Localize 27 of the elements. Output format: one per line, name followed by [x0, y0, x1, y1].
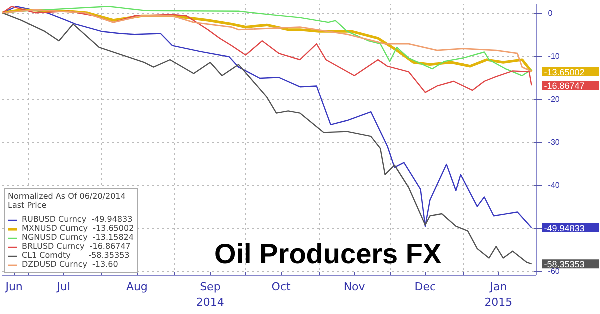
legend-title: Normalized As Of 06/20/2014 Last Price [8, 192, 127, 210]
y-tick-label: -20 [548, 95, 560, 104]
data-label: -58.35353 [544, 260, 585, 270]
x-tick-label: Dec [414, 280, 436, 294]
x-tick-label: Jun [4, 280, 23, 294]
x-tick-label: Nov [344, 280, 366, 294]
legend-label: NGNUSD Curncy -13.15824 [22, 233, 134, 242]
y-tick-label: -60 [548, 267, 560, 276]
legend-label: MXNUSD Curncy -13.65002 [22, 224, 134, 233]
x-tick-label: Jan 2015 [484, 280, 513, 310]
line-series [2, 6, 532, 94]
legend-label: DZDUSD Curncy -13.60 [22, 260, 118, 269]
x-tick-label: Sep 2014 [196, 280, 224, 310]
x-tick-label: Jul [56, 280, 71, 294]
data-label: -13.65002 [544, 67, 585, 78]
data-label: -49.94833 [544, 223, 585, 234]
data-label: -16.86747 [544, 81, 585, 92]
x-tick-label: Oct [272, 280, 292, 294]
y-tick-label: 0 [548, 9, 554, 18]
legend-label: RUBUSD Curncy -49.94833 [22, 215, 133, 224]
legend-label: CL1 Comdty -58.35353 [22, 251, 130, 260]
y-tick-label: -40 [548, 181, 560, 190]
y-tick-label: -30 [548, 138, 560, 148]
legend-label: BRLUSD Curncy -16.86747 [22, 242, 131, 251]
text: Oil Producers FX [214, 238, 442, 270]
x-tick-label: Aug [126, 280, 148, 294]
y-tick-label: -10 [548, 52, 560, 62]
